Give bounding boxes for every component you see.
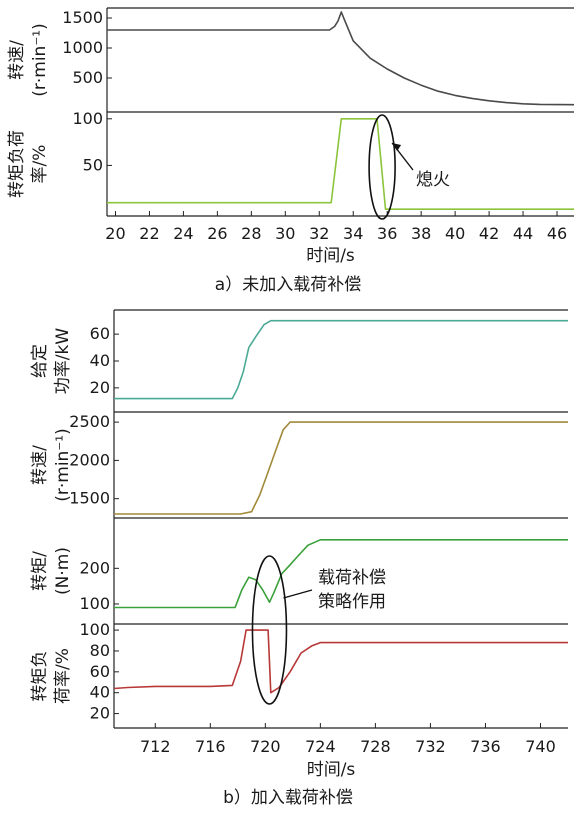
annotation-ellipse	[368, 114, 396, 220]
y-axis-label: 功率/kW	[53, 328, 73, 395]
x-tick-label: 34	[343, 224, 363, 243]
annotation-label: 熄火	[416, 170, 450, 190]
chart-b: 20 40 60 给定 功率/kW 1500 2000 2500 转速/(r·min⁻¹) 100…	[30, 309, 568, 808]
annotation-stall: 熄火	[368, 114, 450, 220]
y-tick-label: 1500	[69, 489, 110, 508]
y-tick-label: 200	[79, 558, 110, 577]
y-axis-label: 率/%	[30, 145, 50, 184]
x-tick-label: 740	[525, 737, 556, 756]
annotation-label: 策略作用	[318, 592, 386, 612]
x-tick-label: 728	[360, 737, 391, 756]
chart-a: 500 1000 1500 转速/(r·min⁻¹) 50 100 转矩负荷 率/% 20 22 2…	[7, 7, 575, 295]
series-line	[114, 539, 568, 609]
y-axis-label: (r·min⁻¹)	[30, 23, 50, 97]
chart-caption: a）未加入载荷补偿	[215, 275, 361, 295]
x-tick-label: 22	[139, 224, 159, 243]
y-tick-label: 100	[72, 109, 103, 128]
y-tick-label: 500	[72, 68, 103, 87]
series-line	[107, 118, 574, 210]
x-tick-label: 24	[173, 224, 193, 243]
x-tick-label: 44	[513, 224, 533, 243]
x-tick-label: 26	[207, 224, 227, 243]
y-tick-label: 80	[90, 641, 110, 660]
x-tick-label: 32	[309, 224, 329, 243]
x-tick-label: 38	[411, 224, 431, 243]
x-tick-label: 732	[415, 737, 446, 756]
y-tick-label: 100	[79, 594, 110, 613]
series-line	[114, 319, 568, 400]
annotation-label: 载荷补偿	[318, 568, 386, 588]
series-line	[113, 629, 568, 694]
x-tick-label: 736	[470, 737, 501, 756]
x-tick-label: 46	[547, 224, 567, 243]
x-tick-label: 40	[445, 224, 465, 243]
x-axis-label: 时间/s	[306, 246, 355, 266]
x-tick-label: 720	[250, 737, 281, 756]
chart-caption: b）加入载荷补偿	[223, 788, 353, 808]
series-line	[107, 11, 575, 106]
annotation-ellipse	[251, 555, 288, 705]
panel-b-torque-load: 20 40 60 80 100 转矩负 荷率/%	[30, 620, 568, 728]
y-tick-label: 40	[90, 683, 110, 702]
y-tick-label: 2000	[69, 450, 110, 469]
y-tick-label: 20	[90, 704, 110, 723]
x-tick-label: 724	[305, 737, 336, 756]
y-axis-label: (N·m)	[53, 547, 73, 595]
x-tick-label: 42	[479, 224, 499, 243]
x-tick-label: 716	[195, 737, 226, 756]
x-tick-label: 30	[275, 224, 295, 243]
panel-a-speed: 500 1000 1500 转速/(r·min⁻¹)	[7, 7, 575, 112]
y-tick-label: 1000	[62, 38, 103, 57]
annotation-arrowhead	[392, 143, 402, 151]
y-tick-label: 60	[90, 662, 110, 681]
y-tick-label: 1500	[62, 8, 103, 27]
y-axis-label: 转速/	[7, 40, 27, 80]
y-tick-label: 50	[83, 155, 103, 174]
x-axis-label: 时间/s	[307, 760, 356, 780]
y-axis-label: 转矩/	[30, 551, 50, 591]
y-tick-label: 20	[90, 378, 110, 397]
x-tick-label: 28	[241, 224, 261, 243]
y-axis-label: 给定	[30, 344, 50, 378]
y-axis-label: (r·min⁻¹)	[53, 428, 73, 502]
y-axis-label: 荷率/%	[53, 648, 73, 704]
annotation-pointer	[283, 589, 313, 599]
y-tick-label: 2500	[69, 412, 110, 431]
y-tick-label: 100	[79, 620, 110, 639]
x-tick-label: 20	[105, 224, 125, 243]
y-tick-label: 40	[90, 351, 110, 370]
y-tick-label: 60	[90, 324, 110, 343]
y-axis-label: 转速/	[30, 445, 50, 485]
x-tick-label: 36	[377, 224, 397, 243]
series-line	[114, 421, 568, 515]
panel-a-torque-load: 50 100 转矩负荷 率/%	[7, 109, 574, 216]
y-axis-label: 转矩负	[30, 651, 50, 702]
x-tick-label: 712	[140, 737, 171, 756]
panel-b-speed: 1500 2000 2500 转速/(r·min⁻¹)	[30, 411, 568, 518]
panel-b-torque: 100 200 转矩/(N·m)	[30, 517, 568, 624]
y-axis-label: 转矩负荷	[7, 130, 27, 198]
panel-b-power: 20 40 60 给定 功率/kW	[30, 309, 568, 412]
